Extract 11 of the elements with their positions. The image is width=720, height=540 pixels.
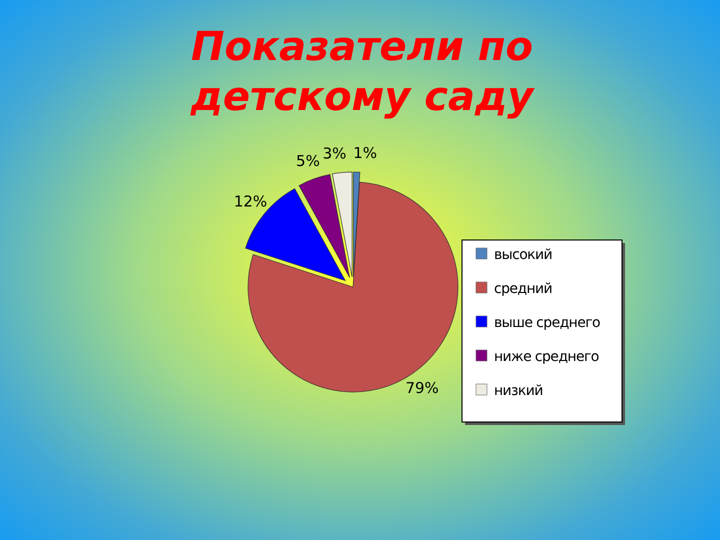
chart-title: Показатели по детскому саду (190, 24, 536, 120)
data-label: 79% (405, 378, 439, 397)
legend-label: выше среднего (494, 315, 600, 331)
data-label: 5% (296, 152, 320, 170)
data-label: 1% (353, 144, 378, 162)
data-label: 3% (322, 144, 346, 163)
legend-label: ниже среднего (494, 349, 599, 365)
data-label: 12% (234, 192, 268, 210)
legend-label: низкий (494, 383, 543, 399)
slice-label: средний (494, 281, 552, 297)
legend-label: высокий (494, 247, 552, 263)
